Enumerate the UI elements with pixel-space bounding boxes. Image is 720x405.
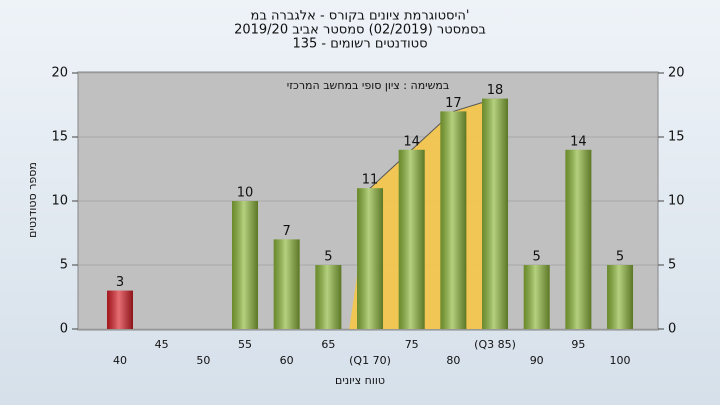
x-tick-label: (Q1 70)	[349, 354, 391, 367]
x-tick-label: 55	[238, 338, 252, 351]
value-label: 14	[403, 134, 420, 149]
bar-shade	[523, 265, 550, 329]
bar-shade	[440, 111, 467, 330]
title-line: בסמסטר (02/2019) סמסטר אביב 2019/20	[234, 23, 486, 38]
x-tick-label: 90	[530, 354, 544, 367]
x-tick-label: 100	[610, 354, 631, 367]
x-tick-label: 45	[155, 338, 169, 351]
value-label: 5	[533, 250, 541, 265]
value-label: 14	[570, 134, 587, 149]
iqr-line	[369, 98, 496, 189]
x-tick-label: (Q3 85)	[474, 338, 516, 351]
value-label: 7	[283, 224, 291, 239]
bar-shade	[315, 265, 342, 329]
bar-shade	[107, 290, 133, 329]
y-tick-label: 10	[51, 194, 68, 209]
x-tick-label: 75	[405, 338, 419, 351]
bar-shade	[482, 98, 509, 329]
y2-tick-label: 10	[668, 194, 685, 209]
y-tick-label: 20	[51, 66, 68, 81]
y-tick-label: 5	[60, 258, 68, 273]
value-label: 5	[616, 250, 624, 265]
x-tick-label: 60	[280, 354, 294, 367]
bar-shade	[357, 188, 384, 329]
bar-shade	[565, 149, 592, 329]
bar-shade	[232, 201, 259, 329]
x-tick-label: 65	[321, 338, 335, 351]
x-tick-label: 40	[113, 354, 127, 367]
y2-tick-label: 5	[668, 258, 676, 273]
bar-shade	[398, 149, 425, 329]
x-tick-label: 80	[446, 354, 460, 367]
y2-tick-label: 15	[668, 130, 685, 145]
value-label: 18	[487, 83, 504, 98]
title-line: היסטוגרמת ציונים בקורס - אלגברה במ'	[251, 9, 470, 24]
x-tick-label: 95	[571, 338, 585, 351]
x-axis-label: טווח ציונים	[335, 374, 385, 387]
subtitle: במשימה : ציון סופי במחשב המרכזי	[287, 79, 450, 92]
x-tick-label: 50	[196, 354, 210, 367]
y2-tick-label: 20	[668, 66, 685, 81]
y-tick-label: 0	[60, 322, 68, 337]
value-label: 5	[324, 250, 332, 265]
bar-shade	[607, 265, 634, 329]
value-label: 3	[116, 275, 124, 290]
value-label: 11	[362, 173, 379, 188]
title-line: סטודנטים רשומים - 135	[292, 37, 427, 52]
y-axis-label: מספר סטודנטים	[26, 162, 39, 238]
y2-tick-label: 0	[668, 322, 676, 337]
bar-shade	[273, 239, 300, 329]
y-tick-label: 15	[51, 130, 68, 145]
value-label: 10	[237, 186, 254, 201]
value-label: 17	[445, 96, 462, 111]
